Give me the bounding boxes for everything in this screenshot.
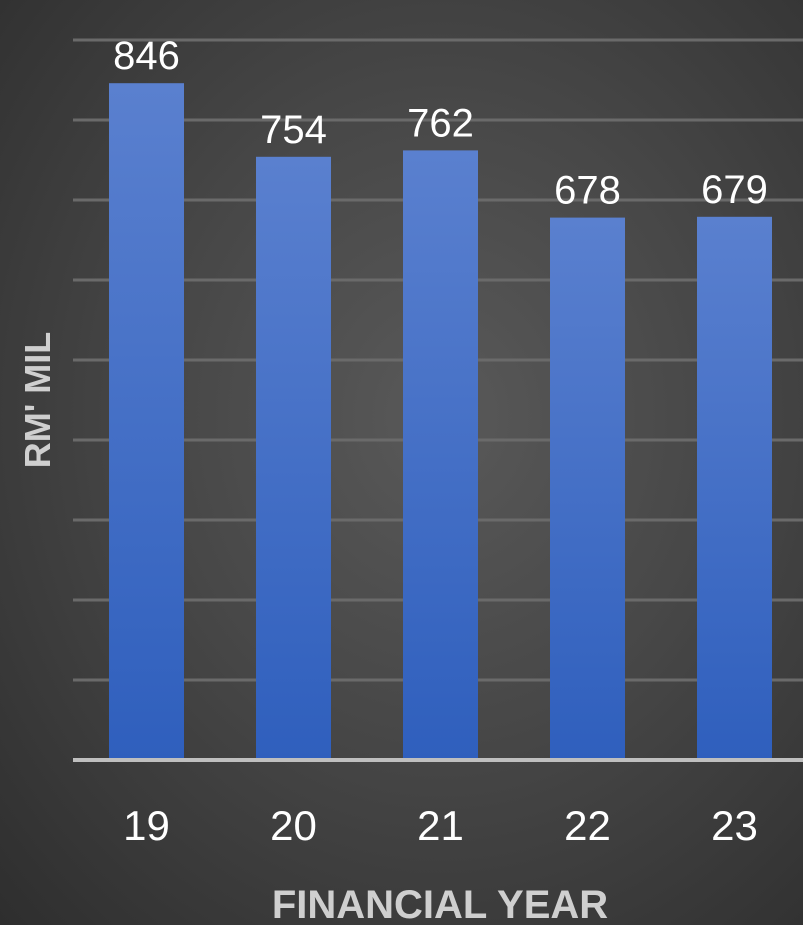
x-tick-label-20: 20 xyxy=(270,802,317,849)
data-label-22: 678 xyxy=(554,169,621,213)
x-tick-labels: 19 20 21 22 23 xyxy=(123,802,758,849)
bar-19 xyxy=(109,83,184,760)
data-labels: 846 754 762 678 679 xyxy=(113,34,768,212)
x-tick-label-19: 19 xyxy=(123,802,170,849)
x-tick-label-21: 21 xyxy=(417,802,464,849)
data-label-23: 679 xyxy=(701,168,768,212)
bar-20 xyxy=(256,156,331,761)
bar-22 xyxy=(550,217,625,761)
data-label-20: 754 xyxy=(260,108,327,152)
x-tick-label-23: 23 xyxy=(711,802,758,849)
bar-21 xyxy=(403,150,478,760)
x-axis-title: FINANCIAL YEAR xyxy=(272,883,608,925)
bars xyxy=(73,83,803,762)
data-label-19: 846 xyxy=(113,34,180,78)
x-tick-label-22: 22 xyxy=(564,802,611,849)
bar-23 xyxy=(697,216,772,761)
data-label-21: 762 xyxy=(407,101,474,145)
y-axis-title: RM' MIL xyxy=(17,332,58,469)
